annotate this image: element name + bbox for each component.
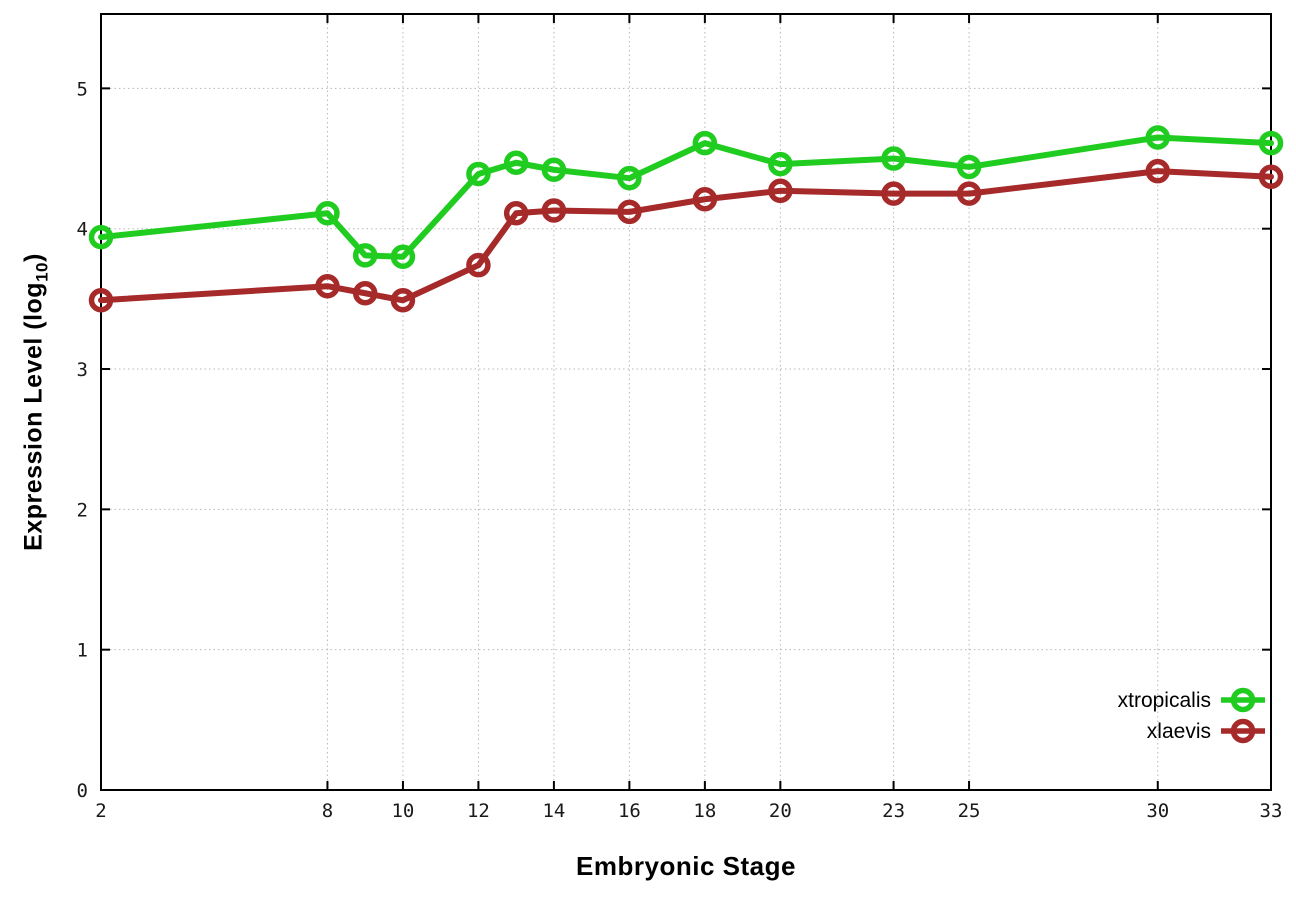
data-point-xlaevis	[768, 178, 793, 204]
y-axis-title-text: Expression Level (log	[19, 281, 48, 551]
x-axis-title: Embryonic Stage	[576, 851, 796, 881]
legend-marker-xlaevis	[1230, 718, 1256, 744]
data-point-xlaevis	[617, 199, 642, 225]
y-tick-label: 1	[77, 640, 88, 662]
series-line-xlaevis	[98, 168, 1274, 304]
data-point-xtropicalis	[466, 161, 491, 187]
data-point-xtropicalis	[617, 165, 642, 191]
data-point-xlaevis	[352, 280, 378, 306]
data-point-xtropicalis	[88, 224, 114, 250]
data-point-xtropicalis	[692, 130, 718, 156]
x-tick-label: 10	[391, 800, 414, 822]
legend-label-xtropicalis: xtropicalis	[1118, 689, 1211, 712]
x-tick-label: 2	[95, 800, 106, 822]
legend-label-xlaevis: xlaevis	[1147, 720, 1211, 743]
data-point-xlaevis	[390, 288, 416, 313]
data-point-xtropicalis	[315, 201, 340, 226]
data-point-xlaevis	[503, 201, 529, 226]
y-tick-label: 5	[77, 78, 88, 100]
data-point-xtropicalis	[390, 244, 416, 270]
y-axis-title-close: )	[19, 253, 48, 262]
x-tick-label: 18	[693, 800, 716, 822]
data-point-xtropicalis	[1258, 130, 1284, 156]
y-tick-label: 4	[77, 219, 88, 241]
data-point-xtropicalis	[352, 243, 378, 268]
data-point-xtropicalis	[956, 154, 982, 180]
data-point-xlaevis	[1258, 164, 1284, 190]
y-tick-label: 0	[77, 780, 88, 802]
legend-marker-xtropicalis	[1230, 687, 1256, 713]
x-tick-label: 33	[1260, 800, 1283, 822]
data-point-xlaevis	[466, 252, 491, 278]
x-tick-label: 14	[542, 800, 565, 822]
data-point-xtropicalis	[881, 146, 906, 171]
data-point-xlaevis	[541, 198, 567, 223]
plot-border	[100, 13, 1272, 791]
data-point-xlaevis	[88, 288, 114, 313]
data-point-xlaevis	[881, 181, 906, 206]
data-point-xtropicalis	[768, 151, 793, 177]
x-tick-label: 16	[618, 800, 641, 822]
series-line-xtropicalis	[98, 134, 1274, 260]
data-point-xtropicalis	[1145, 125, 1171, 150]
y-tick-label: 2	[77, 499, 88, 521]
x-tick-label: 30	[1146, 800, 1169, 822]
data-point-xlaevis	[956, 181, 982, 206]
x-tick-label: 8	[322, 800, 333, 822]
y-axis-title-subscript: 10	[32, 261, 52, 282]
x-tick-label: 20	[769, 800, 792, 822]
y-axis-title: Expression Level (log10)	[20, 253, 53, 551]
data-point-xlaevis	[692, 186, 718, 212]
data-point-xtropicalis	[503, 150, 529, 175]
x-tick-label: 25	[958, 800, 981, 822]
data-point-xtropicalis	[541, 157, 567, 183]
data-point-xlaevis	[315, 273, 340, 299]
y-tick-label: 3	[77, 359, 88, 381]
x-tick-label: 12	[467, 800, 490, 822]
x-tick-label: 23	[882, 800, 905, 822]
data-point-xlaevis	[1145, 158, 1171, 184]
